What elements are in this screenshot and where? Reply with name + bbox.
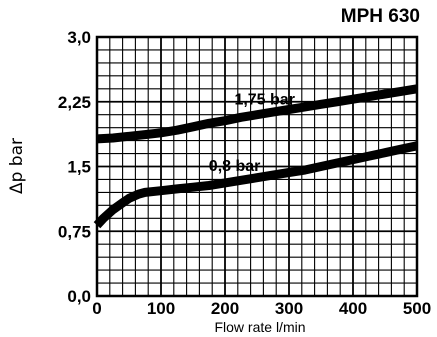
series-line-0 — [96, 84, 418, 144]
y-axis-label: Δp bar — [7, 138, 27, 194]
x-axis-label: Flow rate l/min — [214, 319, 305, 335]
x-tick-label: 400 — [339, 299, 367, 318]
x-tick-label: 100 — [147, 299, 175, 318]
x-tick-labels: 0 100 200 300 400 500 — [92, 299, 431, 318]
x-tick-label: 200 — [211, 299, 239, 318]
y-tick-label: 2,25 — [58, 93, 91, 112]
chart-title: MPH 630 — [341, 6, 420, 27]
series-label-0: 1,75 bar — [234, 91, 294, 108]
plot-frame — [95, 35, 419, 298]
y-tick-label: 0,0 — [67, 287, 91, 306]
series-label-1: 0,8 bar — [209, 158, 261, 175]
x-tick-label: 300 — [275, 299, 303, 318]
y-tick-labels: 0,0 0,75 1,5 2,25 3,0 — [58, 28, 91, 306]
x-tick-label: 0 — [92, 299, 101, 318]
y-tick-label: 3,0 — [67, 28, 91, 47]
y-tick-label: 1,5 — [67, 158, 91, 177]
series-group: 1,75 bar 0,8 bar — [93, 84, 418, 229]
series-line-1 — [93, 141, 418, 229]
x-tick-label: 500 — [403, 299, 431, 318]
y-tick-label: 0,75 — [58, 222, 91, 241]
